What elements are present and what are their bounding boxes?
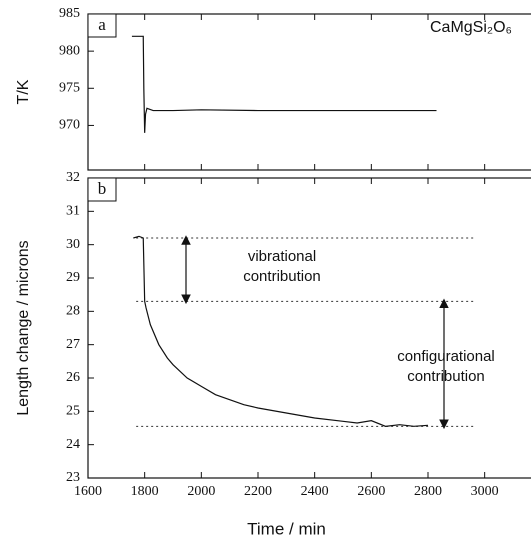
y-tick-label: 25 xyxy=(66,404,80,419)
panel-label-box xyxy=(87,177,117,202)
y-tick-label: 27 xyxy=(66,337,80,352)
plot-frame xyxy=(87,13,531,171)
y-tick-label: 985 xyxy=(59,6,80,21)
x-axis-label: Time / min xyxy=(247,519,326,538)
y-tick-label: 31 xyxy=(66,204,80,219)
y-tick-label: 975 xyxy=(59,81,80,96)
y-tick-label: 32 xyxy=(66,170,80,185)
annotation: contribution xyxy=(243,268,321,285)
y-tick-label: 30 xyxy=(66,237,80,252)
x-tick-label: 1600 xyxy=(74,484,102,499)
y-axis-label: T/K xyxy=(15,79,32,104)
x-tick-label: 2800 xyxy=(414,484,442,499)
x-tick-label: 3000 xyxy=(471,484,499,499)
data-line xyxy=(131,35,437,133)
plot-frame xyxy=(87,177,531,479)
annotation: configurational xyxy=(397,348,495,365)
panel-label-box xyxy=(87,13,117,38)
x-tick-label: 1800 xyxy=(131,484,159,499)
y-tick-label: 26 xyxy=(66,370,80,385)
x-tick-label: 2600 xyxy=(357,484,385,499)
y-axis-label: Length change / microns xyxy=(15,240,32,415)
y-tick-label: 24 xyxy=(66,437,80,452)
chart-title: CaMgSi₂O₆ xyxy=(430,19,512,36)
panel-label: a xyxy=(98,15,106,34)
x-tick-label: 2400 xyxy=(301,484,329,499)
y-tick-label: 23 xyxy=(66,470,80,485)
annotation: contribution xyxy=(407,368,485,385)
y-tick-label: 29 xyxy=(66,270,80,285)
x-tick-label: 2000 xyxy=(187,484,215,499)
annotation: vibrational xyxy=(248,248,316,265)
y-tick-label: 980 xyxy=(59,43,80,58)
y-tick-label: 28 xyxy=(66,304,80,319)
data-line xyxy=(133,235,429,427)
panel-label: b xyxy=(98,179,107,198)
x-tick-label: 2200 xyxy=(244,484,272,499)
y-tick-label: 970 xyxy=(59,118,80,133)
